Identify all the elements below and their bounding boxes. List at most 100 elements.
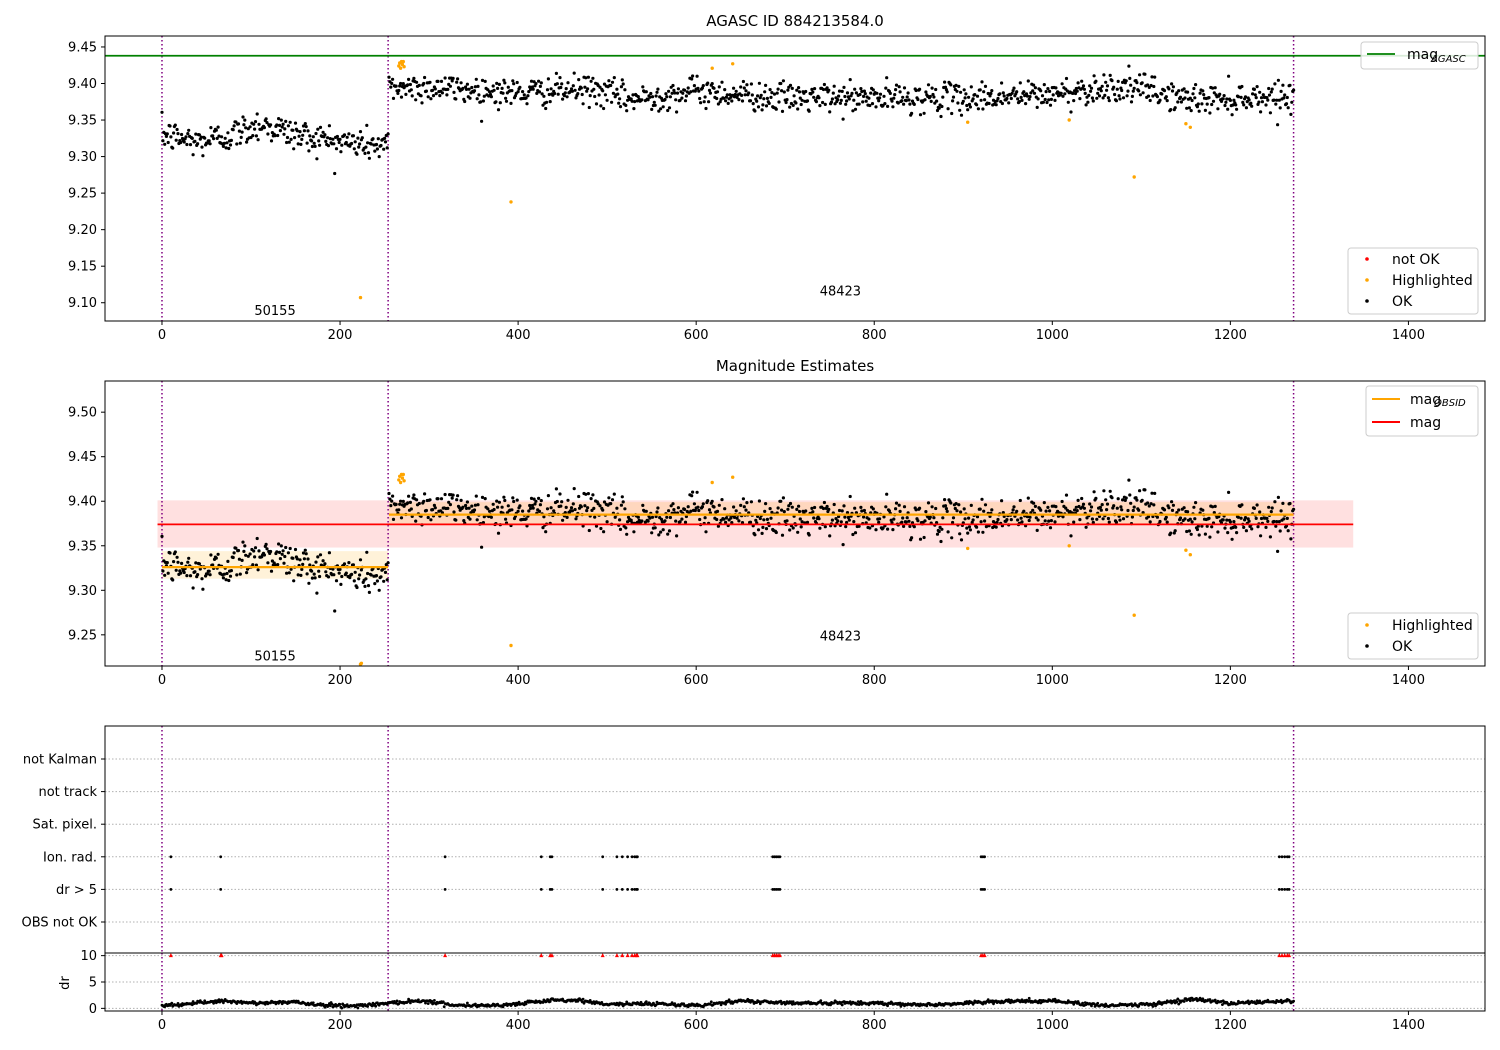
ok-point bbox=[756, 105, 761, 109]
ok-point bbox=[248, 125, 252, 129]
ok-point bbox=[537, 79, 541, 83]
dr-point bbox=[880, 1000, 884, 1004]
ok-point bbox=[1178, 95, 1183, 99]
ok-point bbox=[1026, 79, 1030, 83]
ok-point bbox=[1043, 519, 1047, 523]
ok-point bbox=[1138, 93, 1142, 97]
dr-point bbox=[541, 1001, 545, 1004]
ok-point bbox=[821, 100, 825, 105]
ok-point bbox=[636, 515, 640, 519]
ok-point bbox=[684, 94, 689, 98]
ok-point bbox=[1094, 496, 1098, 500]
x-tick-label: 1400 bbox=[1392, 1018, 1425, 1033]
ok-point bbox=[1267, 93, 1272, 97]
ok-point bbox=[1169, 108, 1173, 112]
y-tick-label: 9.25 bbox=[68, 628, 97, 643]
ok-point bbox=[751, 102, 755, 106]
ok-point bbox=[287, 571, 291, 575]
ok-point bbox=[1182, 87, 1186, 91]
ok-point bbox=[539, 499, 543, 503]
ok-point bbox=[440, 91, 444, 95]
ok-point bbox=[1194, 83, 1198, 87]
ok-point bbox=[1288, 501, 1292, 506]
ok-point bbox=[350, 141, 354, 146]
ok-point bbox=[1063, 92, 1067, 96]
ok-point bbox=[432, 503, 436, 507]
flag-row-label: not Kalman bbox=[23, 753, 97, 768]
ok-point bbox=[712, 86, 716, 90]
ok-point bbox=[740, 99, 745, 103]
ok-point bbox=[257, 122, 261, 126]
ok-point bbox=[482, 94, 486, 98]
ok-point bbox=[516, 90, 520, 94]
ok-point bbox=[592, 506, 596, 510]
ok-point bbox=[1132, 505, 1136, 509]
ok-point bbox=[841, 543, 845, 547]
ok-point bbox=[176, 132, 180, 136]
ok-point bbox=[367, 590, 371, 595]
ok-point bbox=[951, 95, 956, 99]
ok-point bbox=[724, 99, 728, 103]
ok-point bbox=[951, 516, 956, 520]
ok-point bbox=[1011, 89, 1015, 93]
flag-point bbox=[1287, 888, 1291, 891]
ok-point bbox=[223, 136, 227, 140]
highlighted-point bbox=[358, 295, 363, 300]
ok-point bbox=[334, 147, 339, 151]
ok-point bbox=[1060, 82, 1064, 86]
ok-point bbox=[1116, 497, 1120, 501]
ok-point bbox=[1141, 510, 1145, 515]
highlighted-point bbox=[1184, 548, 1188, 552]
estimates-panel-title: Magnitude Estimates bbox=[716, 357, 874, 375]
ok-point bbox=[340, 143, 344, 147]
ok-point bbox=[1102, 73, 1106, 77]
ok-point bbox=[742, 505, 746, 509]
ok-point bbox=[690, 77, 694, 81]
ok-point bbox=[574, 517, 578, 521]
ok-point bbox=[757, 81, 762, 85]
ok-point bbox=[609, 502, 613, 506]
ok-point bbox=[185, 142, 189, 147]
legend-top bbox=[1360, 41, 1479, 70]
ok-point bbox=[1078, 97, 1082, 101]
ok-point bbox=[326, 144, 331, 148]
ok-point bbox=[961, 99, 965, 103]
ok-point bbox=[477, 93, 481, 97]
ok-point bbox=[379, 575, 383, 579]
ok-point bbox=[1108, 489, 1112, 493]
ok-point bbox=[537, 509, 542, 513]
ok-point bbox=[410, 94, 414, 98]
ok-point bbox=[821, 87, 826, 92]
ok-point bbox=[812, 516, 816, 520]
ok-point bbox=[728, 93, 732, 97]
dr-point bbox=[986, 998, 990, 1002]
dr-clipped-marker bbox=[982, 953, 987, 958]
ok-point bbox=[823, 102, 827, 106]
observation-id-label: 48423 bbox=[820, 284, 861, 299]
ok-point bbox=[907, 519, 911, 523]
ok-point bbox=[949, 501, 953, 505]
ok-point bbox=[235, 573, 239, 577]
ok-point bbox=[1080, 79, 1084, 83]
dr-point bbox=[1176, 997, 1180, 1001]
ok-point bbox=[541, 526, 545, 530]
ok-point bbox=[242, 123, 246, 127]
ok-point bbox=[950, 111, 954, 116]
ok-point bbox=[357, 577, 361, 581]
x-tick-label: 1200 bbox=[1214, 328, 1247, 343]
ok-point bbox=[923, 98, 927, 102]
ok-point bbox=[602, 500, 607, 504]
dr-point bbox=[1151, 1005, 1155, 1008]
ok-point bbox=[962, 88, 966, 92]
highlighted-point bbox=[359, 661, 364, 665]
ok-point bbox=[256, 568, 260, 572]
ok-point bbox=[269, 139, 274, 143]
ok-point bbox=[546, 494, 551, 498]
ok-point bbox=[1191, 92, 1195, 96]
dr-point bbox=[925, 1004, 929, 1008]
ok-point bbox=[431, 88, 435, 92]
dr-point bbox=[819, 999, 823, 1003]
ok-point bbox=[571, 84, 575, 88]
flag-point bbox=[620, 855, 624, 859]
